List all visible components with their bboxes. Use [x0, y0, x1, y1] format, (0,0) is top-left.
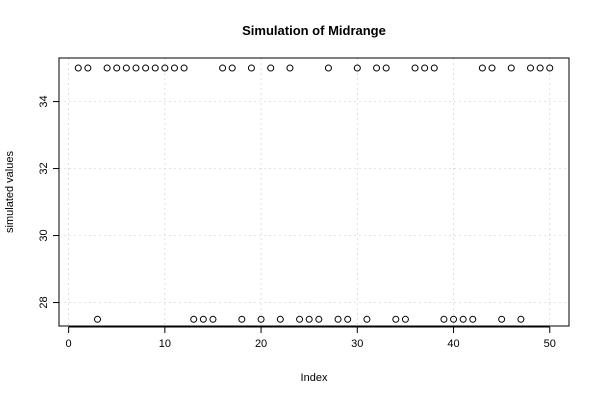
- data-point: [209, 315, 217, 323]
- data-point: [142, 64, 150, 72]
- data-point: [421, 64, 429, 72]
- plot-frame: [58, 57, 570, 327]
- data-point: [527, 64, 535, 72]
- data-point: [546, 64, 554, 72]
- data-point: [411, 64, 419, 72]
- data-point: [305, 315, 313, 323]
- x-axis-label: Index: [301, 372, 328, 384]
- y-tick-label: 34: [38, 95, 50, 107]
- data-point: [507, 64, 515, 72]
- data-point: [161, 64, 169, 72]
- data-point: [334, 315, 342, 323]
- data-point: [382, 64, 390, 72]
- data-point: [296, 315, 304, 323]
- data-point: [170, 64, 178, 72]
- data-point: [498, 315, 506, 323]
- data-point: [247, 64, 255, 72]
- data-point: [286, 64, 294, 72]
- data-point: [469, 315, 477, 323]
- data-point: [430, 64, 438, 72]
- data-point: [373, 64, 381, 72]
- data-point: [276, 315, 284, 323]
- data-point: [228, 64, 236, 72]
- x-tick-label: 50: [544, 338, 556, 350]
- x-tick-label: 20: [255, 338, 267, 350]
- data-point: [536, 64, 544, 72]
- data-point: [392, 315, 400, 323]
- x-tick-label: 0: [66, 338, 72, 350]
- data-point: [219, 64, 227, 72]
- data-point: [459, 315, 467, 323]
- y-tick-label: 32: [38, 162, 50, 174]
- y-tick-label: 30: [38, 229, 50, 241]
- data-point: [132, 64, 140, 72]
- data-point: [199, 315, 207, 323]
- data-point: [450, 315, 458, 323]
- data-points: [74, 64, 554, 323]
- data-point: [478, 64, 486, 72]
- x-tick-label: 40: [447, 338, 459, 350]
- data-point: [353, 64, 361, 72]
- data-point: [315, 315, 323, 323]
- data-point: [238, 315, 246, 323]
- data-point: [113, 64, 121, 72]
- x-tick-label: 30: [351, 338, 363, 350]
- data-point: [93, 315, 101, 323]
- grid: [59, 58, 569, 326]
- data-point: [401, 315, 409, 323]
- data-point: [74, 64, 82, 72]
- data-point: [440, 315, 448, 323]
- y-axis: 28 30 32 34: [38, 95, 60, 309]
- data-point: [151, 64, 159, 72]
- data-point: [344, 315, 352, 323]
- y-axis-label: simulated values: [4, 151, 16, 233]
- x-tick-label: 10: [159, 338, 171, 350]
- data-point: [517, 315, 525, 323]
- data-point: [103, 64, 111, 72]
- x-axis: 0 10 20 30 40 50: [66, 326, 556, 350]
- data-point: [324, 64, 332, 72]
- data-point: [122, 64, 130, 72]
- data-point: [190, 315, 198, 323]
- data-point: [180, 64, 188, 72]
- data-point: [257, 315, 265, 323]
- y-tick-label: 28: [38, 296, 50, 308]
- data-point: [84, 64, 92, 72]
- data-point: [488, 64, 496, 72]
- data-point: [267, 64, 275, 72]
- data-point: [363, 315, 371, 323]
- chart-title: Simulation of Midrange: [242, 23, 386, 38]
